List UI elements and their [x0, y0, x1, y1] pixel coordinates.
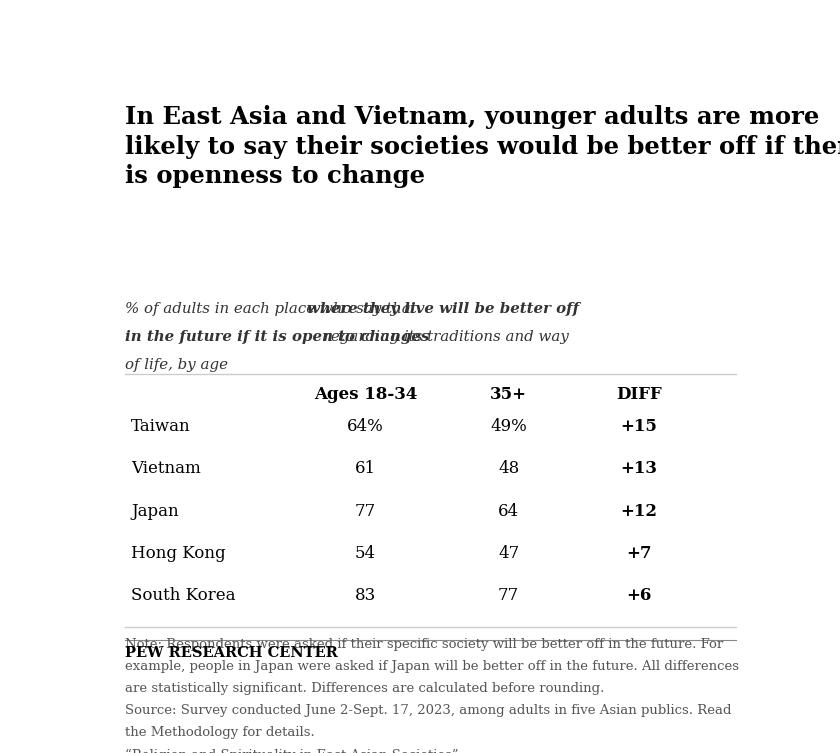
Text: Hong Kong: Hong Kong: [131, 545, 226, 562]
Text: 64%: 64%: [347, 418, 384, 435]
Text: where they live will be better off: where they live will be better off: [307, 302, 580, 316]
Text: 77: 77: [354, 502, 376, 520]
Text: 77: 77: [498, 587, 519, 604]
Text: +12: +12: [620, 502, 658, 520]
Text: the Methodology for details.: the Methodology for details.: [124, 727, 314, 739]
Text: South Korea: South Korea: [131, 587, 235, 604]
Text: Taiwan: Taiwan: [131, 418, 191, 435]
Text: 49%: 49%: [491, 418, 527, 435]
Text: Ages 18-34: Ages 18-34: [313, 386, 417, 403]
Text: 48: 48: [498, 460, 519, 477]
Text: +15: +15: [621, 418, 657, 435]
Text: Vietnam: Vietnam: [131, 460, 201, 477]
Text: 61: 61: [354, 460, 376, 477]
Text: PEW RESEARCH CENTER: PEW RESEARCH CENTER: [124, 646, 338, 660]
Text: In East Asia and Vietnam, younger adults are more
likely to say their societies : In East Asia and Vietnam, younger adults…: [124, 105, 840, 188]
Text: Note: Respondents were asked if their specific society will be better off in the: Note: Respondents were asked if their sp…: [124, 639, 722, 651]
Text: Source: Survey conducted June 2-Sept. 17, 2023, among adults in five Asian publi: Source: Survey conducted June 2-Sept. 17…: [124, 704, 731, 718]
Text: “Religion and Spirituality in East Asian Societies”: “Religion and Spirituality in East Asian…: [124, 748, 458, 753]
Text: example, people in Japan were asked if Japan will be better off in the future. A: example, people in Japan were asked if J…: [124, 660, 738, 673]
Text: 83: 83: [354, 587, 376, 604]
Text: 47: 47: [498, 545, 519, 562]
Text: Japan: Japan: [131, 502, 179, 520]
Text: 64: 64: [498, 502, 519, 520]
Text: +13: +13: [620, 460, 658, 477]
Text: of life, by age: of life, by age: [124, 358, 228, 372]
Text: 35+: 35+: [490, 386, 528, 403]
Text: regarding its traditions and way: regarding its traditions and way: [319, 330, 569, 344]
Text: % of adults in each place who say that: % of adults in each place who say that: [124, 302, 421, 316]
Text: are statistically significant. Differences are calculated before rounding.: are statistically significant. Differenc…: [124, 682, 604, 695]
Text: DIFF: DIFF: [616, 386, 662, 403]
Text: +6: +6: [626, 587, 652, 604]
Text: +7: +7: [626, 545, 652, 562]
Text: 54: 54: [354, 545, 376, 562]
Text: in the future if it is open to changes: in the future if it is open to changes: [124, 330, 429, 344]
